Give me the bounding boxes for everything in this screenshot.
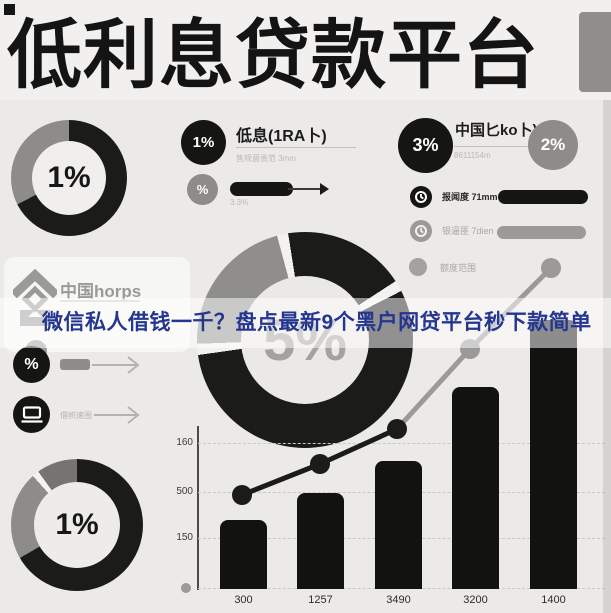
arrow-right-icon (230, 182, 329, 196)
x-tick-label: 300 (234, 594, 253, 606)
edge-shading (603, 100, 611, 613)
headline-text: 微信私人借钱一千？盘点最新9个黑户网贷平台秒下款简单 (42, 311, 592, 334)
y-tick-label: 500 (176, 486, 193, 497)
panel-title: 中国匕ko卜) (455, 122, 538, 139)
arrow-right-icon (92, 356, 140, 374)
stat-badge: 2% (528, 120, 578, 170)
clock-icon (410, 186, 432, 208)
line-segment (241, 461, 321, 498)
donut-value: 1% (34, 482, 120, 568)
row-label: 银逼匪 7dien (442, 226, 494, 236)
laptop-icon (13, 396, 50, 433)
divider (236, 147, 356, 148)
grid-line (198, 443, 605, 444)
value-bar (60, 359, 90, 370)
corner-square-icon (4, 4, 15, 15)
bar (452, 387, 499, 589)
x-tick-label: 1400 (541, 594, 566, 606)
row-label: 额度范围 (440, 263, 477, 273)
y-axis (197, 426, 199, 590)
arrow-right-icon (94, 406, 140, 424)
panel-value: 3.3% (230, 198, 249, 207)
dot-icon (409, 258, 427, 276)
page-title: 低利息贷款平台 (7, 13, 540, 97)
donut-chart-top-left: 1% (11, 120, 127, 236)
value-bar (498, 190, 588, 204)
x-tick-label: 1257 (308, 594, 333, 606)
percent-badge: % (13, 346, 50, 383)
clock-icon (410, 220, 432, 242)
panel-subtext: 售规菌贵范 3mm (236, 154, 296, 163)
divider (454, 146, 544, 147)
line-point (387, 419, 407, 439)
line-point (232, 485, 252, 505)
panel-title: 低息(1RA卜) (236, 128, 327, 145)
brand-title: 中国horps (60, 282, 142, 301)
bar (220, 520, 267, 589)
x-tick-label: 3200 (463, 594, 488, 606)
y-tick-label: 160 (176, 437, 193, 448)
header-decor-block (579, 12, 611, 92)
stat-badge: 3% (398, 118, 453, 173)
row-label: 报闻度 71mm (442, 192, 498, 202)
panel-subtext: 8611154m (454, 151, 491, 160)
bar (375, 461, 422, 589)
header-strip (0, 0, 611, 100)
x-tick-label: 3490 (386, 594, 411, 606)
stat-badge: 1% (181, 120, 226, 165)
line-point (310, 454, 330, 474)
y-tick-label: 150 (176, 532, 193, 543)
value-bar (497, 226, 586, 239)
axis-origin-dot (181, 583, 191, 593)
line-point (541, 258, 561, 278)
donut-chart-bottom-left: 1% (11, 459, 143, 591)
bar (530, 320, 577, 589)
percent-badge: % (187, 174, 218, 205)
bar (297, 493, 344, 589)
row-label: 借帜速围 (60, 411, 92, 420)
donut-value: 1% (32, 141, 106, 215)
